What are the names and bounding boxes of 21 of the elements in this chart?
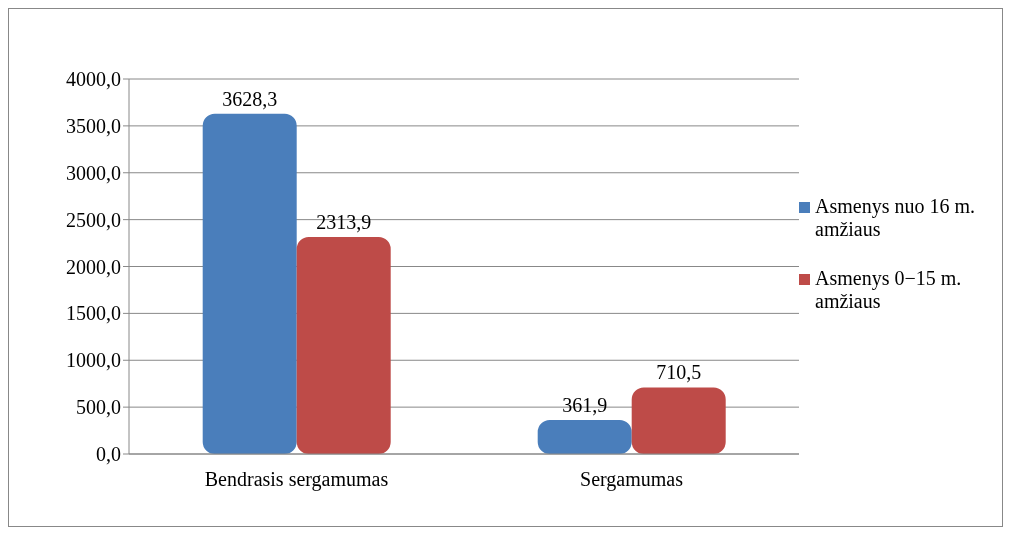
data-label: 2313,9 — [316, 211, 372, 234]
legend-label: Asmenys nuo 16 m. amžiaus — [815, 194, 976, 241]
y-tick-label: 1500,0 — [66, 302, 121, 325]
legend-label: Asmenys 0−15 m. amžiaus — [815, 266, 963, 313]
data-label: 361,9 — [562, 394, 608, 417]
y-tick-label: 4000,0 — [66, 68, 121, 91]
data-label: 710,5 — [656, 361, 702, 384]
y-tick-label: 3000,0 — [66, 161, 121, 184]
bar — [537, 420, 632, 454]
bar — [202, 113, 297, 454]
y-tick-label: 0,0 — [96, 443, 121, 466]
y-tick-label: 3500,0 — [66, 114, 121, 137]
bar — [296, 237, 391, 454]
y-tick-label: 500,0 — [76, 396, 121, 419]
y-tick-label: 2500,0 — [66, 208, 121, 231]
y-tick-label: 2000,0 — [66, 255, 121, 278]
y-tick-label: 1000,0 — [66, 349, 121, 372]
bar — [631, 387, 726, 454]
x-tick-label: Sergamumas — [580, 468, 684, 492]
x-tick-label: Bendrasis sergamumas — [204, 468, 389, 492]
data-label: 3628,3 — [222, 87, 278, 110]
